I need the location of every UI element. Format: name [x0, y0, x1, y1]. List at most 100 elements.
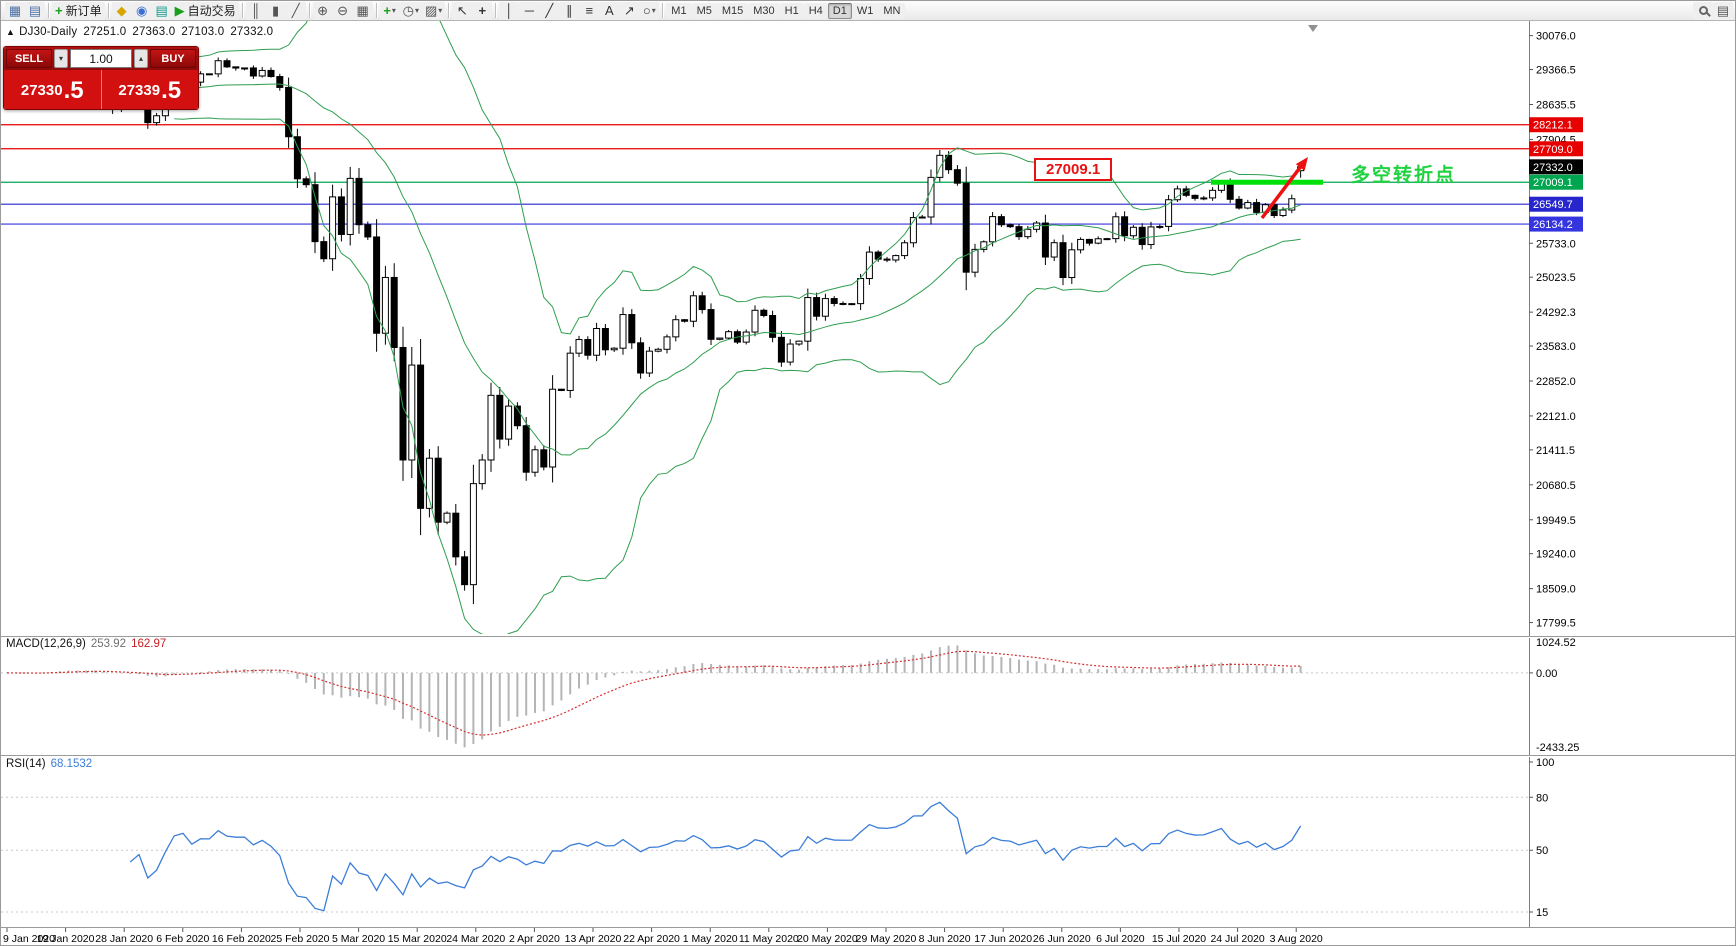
zoom-out-icon[interactable]: ⊖	[332, 1, 353, 20]
cursor-icon[interactable]: ↖	[452, 1, 473, 20]
rsi-value: 68.1532	[50, 758, 93, 770]
price-axis-label: 19949.5	[1536, 515, 1576, 527]
date-axis-label: 13 Apr 2020	[565, 933, 622, 945]
new-order-icon[interactable]: + 新订单	[52, 1, 105, 20]
chart-profiles-icon[interactable]: ▤	[25, 1, 45, 20]
macd-signal-value: 162.97	[131, 638, 167, 650]
auto-trading-icon[interactable]: ▶ 自动交易	[171, 1, 239, 20]
chart-shift-marker[interactable]	[1308, 25, 1318, 32]
date-axis-label: 25 Feb 2020	[271, 933, 330, 945]
toolbar-separator	[107, 3, 109, 18]
zoom-in-icon[interactable]: ⊕	[312, 1, 333, 20]
sell-button[interactable]: SELL	[6, 49, 52, 68]
price-axis-label: 18509.0	[1536, 584, 1576, 596]
timeframe-button-M30[interactable]: M30	[748, 2, 780, 19]
macd-axis-min: -2433.25	[1536, 742, 1579, 754]
date-axis-label: 6 Feb 2020	[156, 933, 209, 945]
trade-panel-controls: SELL ▾ ▴ BUY	[4, 47, 198, 70]
toolbar-separator	[662, 3, 664, 18]
toolbar-separator	[241, 3, 243, 18]
toolbar-separator	[375, 3, 377, 18]
arrows-icon[interactable]: ↗	[619, 1, 640, 20]
buy-price-pips: .5	[161, 76, 182, 104]
data-window-icon[interactable]: ◉	[131, 1, 152, 20]
volume-increase-button[interactable]: ▴	[134, 49, 148, 68]
price-axis-label: 21411.5	[1536, 445, 1575, 457]
fibonacci-icon[interactable]: ≡	[579, 1, 600, 20]
candlestick-series	[3, 57, 1305, 605]
market-watch-icon[interactable]: ◆	[111, 1, 132, 20]
volume-decrease-button[interactable]: ▾	[54, 49, 68, 68]
date-axis-label: 8 Jun 2020	[919, 933, 971, 945]
timeframe-button-MN[interactable]: MN	[878, 2, 906, 19]
sell-price-main: 27330	[20, 82, 63, 99]
timeframe-button-H1[interactable]: H1	[779, 2, 804, 19]
equidistant-channel-icon[interactable]: ∥	[559, 1, 580, 20]
window-list-icon[interactable]: ▤	[1713, 1, 1733, 20]
trendline-icon[interactable]: ╱	[539, 1, 560, 20]
timeframe-button-M5[interactable]: M5	[691, 2, 717, 19]
price-line-tag-label: 26549.7	[1533, 199, 1573, 211]
price-line-tag-label: 27332.0	[1533, 162, 1573, 174]
price-line-tag	[1529, 174, 1583, 190]
timeframe-button-D1[interactable]: D1	[827, 2, 852, 19]
date-axis-label: 11 May 2020	[739, 933, 799, 945]
price-line-tag	[1529, 141, 1583, 157]
price-axis-label: 25733.0	[1536, 238, 1576, 250]
text-icon[interactable]: A	[599, 1, 620, 20]
timeframe-button-H4[interactable]: H4	[803, 2, 828, 19]
toolbar-separator	[448, 3, 450, 18]
horizontal-line-icon[interactable]: ─	[519, 1, 540, 20]
bollinger-middle-band	[174, 83, 1301, 456]
line-chart-icon[interactable]: ╱	[285, 1, 306, 20]
price-annotation-box[interactable]: 27009.1	[1034, 158, 1113, 181]
bollinger-lower-band	[174, 117, 1301, 634]
date-axis-label: 6 Jul 2020	[1096, 933, 1145, 945]
price-line-tag	[1529, 159, 1583, 175]
one-click-collapse-icon[interactable]: ▲	[6, 27, 16, 37]
bullish-arrow[interactable]	[1260, 161, 1306, 220]
bars-chart-icon[interactable]: ║	[245, 1, 266, 20]
price-line-tag	[1529, 216, 1583, 232]
price-axis-label: 30076.0	[1536, 31, 1576, 43]
date-axis-label: 17 Jun 2020	[974, 933, 1032, 945]
volume-input[interactable]	[70, 49, 132, 68]
date-axis-label: 3 Aug 2020	[1270, 933, 1323, 945]
periods-icon[interactable]: ◷ ▾	[399, 1, 422, 20]
date-axis-label: 2 Apr 2020	[509, 933, 560, 945]
horizontal-price-lines[interactable]	[1, 124, 1529, 225]
timeframe-button-M15[interactable]: M15	[716, 2, 749, 19]
vertical-line-icon[interactable]: │	[499, 1, 520, 20]
symbol-period-label: DJ30-Daily	[19, 26, 78, 38]
tile-windows-icon[interactable]: ▦	[352, 1, 373, 20]
macd-axis-zero: 0.00	[1536, 668, 1557, 680]
shapes-icon[interactable]: ○ ▾	[639, 1, 660, 20]
templates-icon[interactable]: ▨ ▾	[421, 1, 446, 20]
date-axis-label: 24 Jul 2020	[1210, 933, 1264, 945]
price-axis-label: 17799.5	[1536, 618, 1576, 630]
rsi-indicator-label: RSI(14) 68.1532	[6, 758, 92, 770]
toolbar-separator	[48, 3, 49, 18]
timeframe-button-M1[interactable]: M1	[666, 2, 692, 19]
rsi-name: RSI(14)	[6, 758, 46, 770]
toolbar-separator	[308, 3, 310, 18]
timeframe-button-W1[interactable]: W1	[851, 2, 879, 19]
indicators-icon[interactable]: + ▾	[379, 1, 400, 20]
price-line-tag	[1529, 196, 1583, 212]
sell-price[interactable]: 27330 .5	[4, 70, 101, 109]
toolbar: ▦ ▤ + 新订单 ◆ ◉ ▤ ▶ 自动交易 ║ ▮ ╱ ⊕ ⊖ ▦ + ▾ ◷ ▾ ▨ ▾ ↖ + │ ─ ╱ ∥ ≡ A ↗ ○ ▾ M1 M…	[1, 1, 1735, 21]
date-axis-label: 28 Jan 2020	[95, 933, 153, 945]
terminal-icon[interactable]: ▤	[151, 1, 172, 20]
macd-axis-max: 1024.52	[1536, 637, 1576, 649]
buy-button[interactable]: BUY	[150, 49, 196, 68]
new-chart-icon[interactable]: ▦	[5, 1, 25, 20]
crosshair-icon[interactable]: +	[472, 1, 493, 20]
search-icon[interactable]	[1693, 1, 1713, 20]
candles-chart-icon[interactable]: ▮	[265, 1, 286, 20]
price-line-tag-label: 27709.0	[1533, 144, 1573, 156]
buy-price[interactable]: 27339 .5	[102, 70, 199, 109]
bollinger-bands	[174, 21, 1301, 634]
